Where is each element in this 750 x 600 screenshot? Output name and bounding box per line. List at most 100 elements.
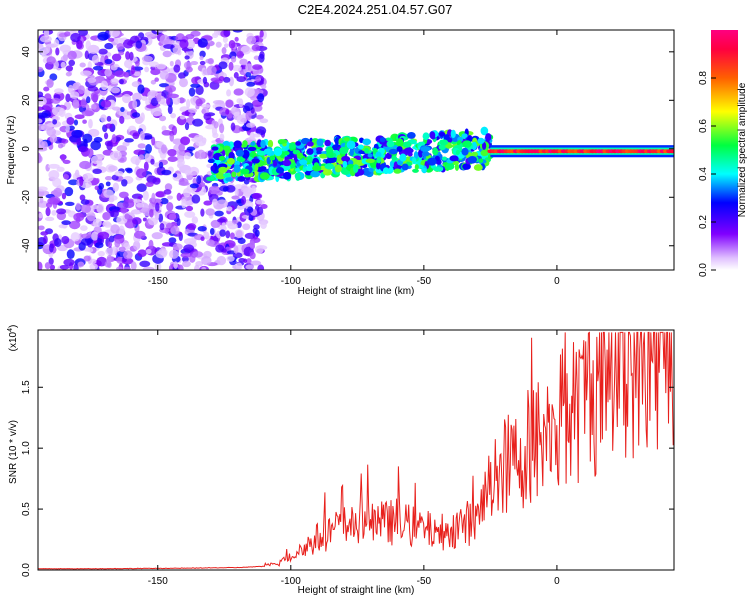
heatmap-band-cell [399, 153, 407, 162]
heatmap-band-cell [235, 149, 245, 157]
heatmap-noise-cell [65, 124, 70, 133]
heatmap-noise-cell [232, 30, 243, 33]
heatmap-noise-cell [215, 244, 225, 253]
heatmap-noise-cell [114, 70, 126, 78]
heatmap-noise-cell [57, 143, 64, 149]
heatmap-noise-cell [129, 51, 134, 61]
heatmap-noise-cell [158, 115, 167, 122]
heatmap-noise-cell [246, 81, 256, 87]
heatmap-noise-cell [116, 215, 128, 225]
heatmap-band-cell [402, 141, 412, 148]
heatmap-noise-cell [116, 145, 128, 152]
heatmap-band-cell [215, 172, 226, 180]
heatmap-noise-cell [156, 63, 166, 70]
heatmap-noise-cell [133, 240, 141, 251]
heatmap-noise-cell [76, 138, 82, 146]
heatmap-noise-cell [49, 243, 54, 253]
heatmap-noise-cell [53, 39, 60, 47]
heatmap-noise-cell [74, 169, 80, 178]
heatmap-noise-cell [153, 111, 163, 116]
heatmap-noise-cell [245, 110, 252, 121]
heatmap-noise-cell [216, 255, 227, 266]
heatmap-noise-cell [226, 206, 233, 212]
heatmap-band-cell [421, 151, 430, 157]
heatmap-band-cell [449, 155, 459, 162]
heatmap-noise-cell [110, 64, 118, 71]
heatmap-noise-cell [184, 152, 192, 160]
heatmap-noise-cell [178, 181, 190, 186]
heatmap-band-cell [273, 147, 283, 157]
heatmap-noise-cell [96, 256, 107, 267]
top-x-ticks: -150 -100 -50 0 [148, 30, 560, 287]
bottom-x-axis-label: Height of straight line (km) [298, 585, 415, 596]
heatmap-band-cell [365, 158, 375, 164]
heatmap-band-cell [283, 171, 292, 180]
heatmap-noise-cell [80, 199, 90, 205]
colorbar-ticks: 0.0 0.2 0.4 0.6 0.8 [698, 71, 716, 277]
y-tick-label: -40 [21, 238, 32, 253]
heatmap-noise-cell [167, 156, 178, 163]
heatmap-noise-cell [102, 211, 111, 221]
heatmap-band-cell [223, 145, 231, 152]
bottom-y-ticks: 0.0 0.5 1.0 1.5 [21, 380, 674, 577]
heatmap-noise-cell [233, 245, 239, 254]
heatmap-band-cell [473, 164, 483, 171]
heatmap-noise-cell [73, 119, 79, 126]
heatmap-noise-cell [139, 260, 151, 268]
heatmap-noise-cell [207, 58, 214, 65]
heatmap-noise-cell [109, 30, 121, 38]
heatmap-band-cell [295, 141, 302, 146]
heatmap-noise-cell [142, 190, 149, 201]
heatmap-noise-cell [122, 39, 134, 49]
heatmap-noise-cell [148, 61, 159, 68]
heatmap-noise-cell [135, 168, 147, 179]
heatmap-band-cell [419, 141, 426, 147]
heatmap-band-cell [310, 170, 321, 178]
heatmap-noise-cell [259, 118, 269, 124]
heatmap-noise-cell [90, 155, 103, 165]
heatmap-noise-cell [213, 30, 219, 36]
heatmap-noise-cell [222, 186, 229, 192]
heatmap-band-cell [324, 139, 331, 147]
heatmap-noise-cell [151, 136, 156, 146]
heatmap-noise-cell [142, 266, 155, 270]
heatmap-noise-cell [51, 97, 61, 104]
heatmap-noise-cell [161, 169, 172, 176]
heatmap-noise-cell [195, 98, 203, 107]
heatmap-noise-cell [192, 177, 197, 185]
heatmap-noise-cell [98, 182, 105, 190]
heatmap-band-cell [439, 139, 449, 146]
heatmap-noise-cell [253, 224, 260, 230]
heatmap-noise-cell [180, 252, 192, 258]
heatmap-noise-cell [244, 87, 255, 97]
heatmap-noise-cell [202, 76, 208, 85]
heatmap-noise-cell [137, 143, 146, 149]
heatmap-band-cell [441, 156, 447, 161]
heatmap-noise-cell [103, 132, 109, 140]
heatmap-noise-cell [104, 58, 113, 65]
heatmap-noise-cell [133, 149, 146, 156]
heatmap-noise-cell [186, 223, 197, 231]
heatmap-noise-cell [250, 260, 262, 266]
heatmap-band-cell [272, 160, 278, 167]
y-tick-label: 0.0 [21, 563, 32, 577]
heatmap-noise-cell [49, 196, 61, 205]
heatmap-noise-cell [145, 248, 152, 254]
heatmap-noise-cell [236, 76, 247, 83]
heatmap-band-cell [414, 164, 419, 170]
heatmap-band-cell [339, 146, 349, 155]
heatmap-noise-cell [158, 161, 164, 169]
heatmap-noise-cell [38, 140, 45, 149]
heatmap-noise-cell [184, 122, 190, 131]
heatmap-noise-cell [260, 221, 267, 230]
heatmap-noise-cell [104, 175, 113, 181]
heatmap-noise-cell [123, 266, 131, 270]
heatmap-noise-cell [87, 247, 94, 253]
heatmap-noise-cell [48, 163, 60, 169]
heatmap-noise-cell [105, 123, 113, 129]
heatmap-noise-cell [64, 201, 75, 207]
heatmap-noise-cell [178, 77, 188, 88]
heatmap-noise-cell [222, 76, 231, 83]
heatmap-band-cell [249, 152, 254, 158]
heatmap-band-cell [401, 163, 409, 171]
